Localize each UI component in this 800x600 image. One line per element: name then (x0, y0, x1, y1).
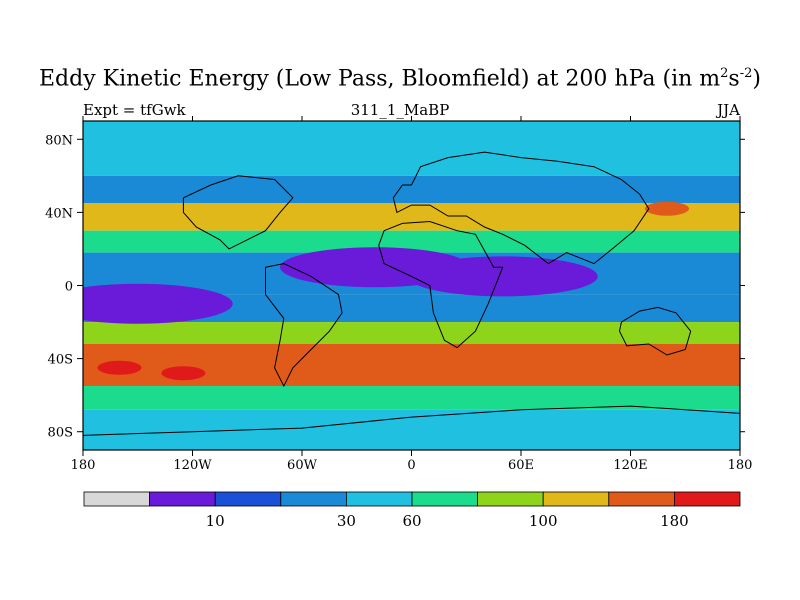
x-tick-label-1: 120W (173, 458, 212, 473)
field-band-1 (83, 175, 740, 204)
colorbar: 10 30 60 100 180 (83, 491, 741, 530)
y-tick-label-0: 80N (45, 133, 73, 148)
colorbar-bin-1 (149, 491, 216, 507)
coastline-2 (182, 175, 294, 250)
heatmap-field (83, 121, 740, 450)
colorbar-bin-0 (83, 491, 150, 507)
field-band-9 (83, 409, 740, 450)
field-band-0 (83, 121, 740, 176)
x-tick-label-6: 180 (728, 458, 753, 473)
field-band-8 (83, 386, 740, 410)
field-band-6 (83, 322, 740, 344)
y-tick-label-4: 80S (48, 426, 73, 441)
y-tick-label-2: 0 (65, 280, 73, 295)
colorbar-label-2: 60 (402, 512, 421, 530)
chart-title-end: ) (752, 66, 761, 92)
colorbar-bin-5 (411, 491, 478, 507)
chart-title-sup2: -2 (739, 66, 753, 81)
y-axis: 80N 40N 0 40S 80S (45, 133, 745, 441)
coastline-3 (265, 263, 343, 388)
field-band-3 (83, 230, 740, 253)
colorbar-label-1: 30 (337, 512, 356, 530)
colorbar-bin-7 (542, 491, 610, 507)
colorbar-bin-9 (674, 491, 741, 507)
chart-title-sup1: 2 (720, 66, 729, 81)
colorbar-bin-2 (214, 491, 282, 507)
continent-outlines (83, 151, 740, 436)
x-tick-label-2: 60W (287, 458, 318, 473)
field-feature-4 (280, 247, 470, 288)
x-tick-label-0: 180 (71, 458, 96, 473)
field-feature-1 (97, 360, 142, 375)
x-axis: 180 120W 60W 0 60E 120E 180 (71, 116, 753, 473)
colorbar-label-4: 180 (660, 512, 689, 530)
chart-title: Eddy Kinetic Energy (Low Pass, Bloomfiel… (0, 66, 800, 91)
chart-title-mid: s (728, 66, 740, 92)
chart-title-main: Eddy Kinetic Energy (Low Pass, Bloomfiel… (39, 66, 721, 92)
colorbar-bin-6 (477, 491, 544, 507)
field-feature-2 (161, 366, 206, 381)
field-band-2 (83, 203, 740, 231)
y-tick-label-1: 40N (45, 206, 73, 221)
colorbar-bin-8 (608, 491, 675, 507)
x-tick-label-4: 60E (508, 458, 534, 473)
x-tick-label-3: 0 (407, 458, 415, 473)
coastline-4 (618, 306, 692, 356)
experiment-label: Expt = tfGwk (83, 101, 186, 119)
run-id-label: 311_1_MaBP (350, 101, 450, 119)
colorbar-bin-4 (345, 491, 413, 507)
colorbar-bin-3 (280, 491, 347, 507)
coastline-0 (392, 151, 650, 265)
colorbar-label-0: 10 (206, 512, 225, 530)
colorbar-label-3: 100 (529, 512, 558, 530)
coastline-5 (83, 405, 740, 436)
x-tick-label-5: 120E (613, 458, 647, 473)
y-tick-label-3: 40S (48, 353, 73, 368)
season-label: JJA (717, 101, 740, 119)
field-feature-0 (645, 201, 689, 216)
field-feature-5 (83, 283, 233, 324)
coastline-1 (378, 220, 504, 349)
